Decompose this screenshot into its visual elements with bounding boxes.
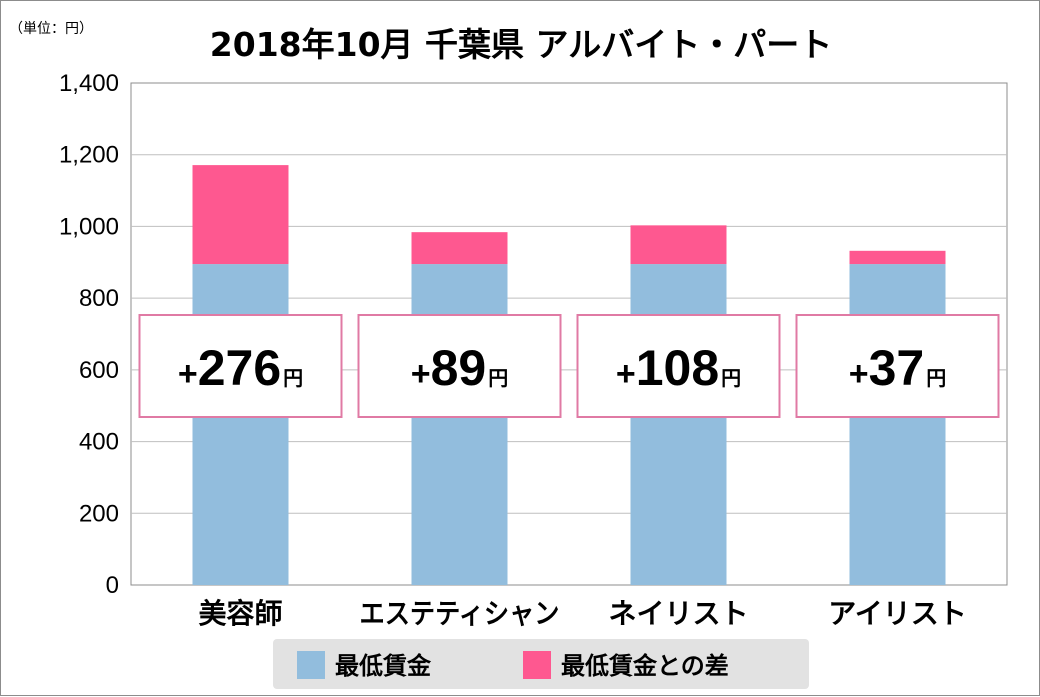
callout-difference: +276 円 bbox=[138, 314, 343, 418]
unit-label: （単位：円） bbox=[9, 21, 93, 37]
chart-title: 2018年10月 千葉県 アルバイト・パート bbox=[210, 25, 832, 64]
callout-value: 89 bbox=[431, 340, 487, 396]
legend: 最低賃金 最低賃金との差 bbox=[273, 639, 809, 689]
callout-difference: +37 円 bbox=[795, 314, 1000, 418]
y-axis-ticks: 0 200 400 600 800 1,000 1,200 1,400 bbox=[59, 70, 119, 599]
legend-label-min-wage: 最低賃金 bbox=[335, 652, 432, 680]
x-category-label: アイリスト bbox=[828, 597, 967, 630]
x-category-label: エステティシャン bbox=[360, 597, 560, 630]
callout-unit: 円 bbox=[721, 366, 741, 390]
bar-min-wage bbox=[630, 264, 727, 585]
y-tick-label: 1,200 bbox=[59, 142, 119, 169]
callout-value: 108 bbox=[636, 340, 719, 396]
y-tick-label: 800 bbox=[79, 285, 119, 312]
callout-box bbox=[576, 314, 781, 418]
callout-box bbox=[138, 314, 343, 418]
bar-difference bbox=[849, 250, 946, 265]
legend-label-difference: 最低賃金との差 bbox=[561, 652, 729, 680]
x-category-label: ネイリスト bbox=[608, 597, 748, 630]
callout-sign: + bbox=[411, 355, 431, 393]
callout-value: 37 bbox=[869, 340, 925, 396]
x-category-label: 美容師 bbox=[198, 597, 282, 630]
callout-difference: +108 円 bbox=[576, 314, 781, 418]
bar-difference bbox=[411, 232, 508, 265]
legend-swatch-min-wage bbox=[297, 651, 325, 679]
bar-min-wage bbox=[849, 264, 946, 585]
callout-value: 276 bbox=[198, 340, 281, 396]
callout-unit: 円 bbox=[926, 366, 946, 390]
callout-difference: +89 円 bbox=[357, 314, 562, 418]
callout-sign: + bbox=[616, 355, 636, 393]
y-tick-label: 1,000 bbox=[59, 213, 119, 240]
callout-box bbox=[357, 314, 562, 418]
y-tick-label: 1,400 bbox=[59, 70, 119, 97]
y-tick-label: 200 bbox=[79, 500, 119, 527]
y-tick-label: 600 bbox=[79, 357, 119, 384]
callout-box bbox=[795, 314, 1000, 418]
bar-min-wage bbox=[411, 264, 508, 585]
callout-label: +89 円 bbox=[411, 340, 508, 396]
callout-unit: 円 bbox=[488, 366, 508, 390]
y-tick-label: 0 bbox=[106, 572, 119, 599]
callout-unit: 円 bbox=[283, 366, 303, 390]
callout-label: +108 円 bbox=[616, 340, 741, 396]
callout-label: +276 円 bbox=[178, 340, 303, 396]
bar-min-wage bbox=[192, 264, 289, 585]
bar-difference bbox=[630, 225, 727, 265]
bar-difference bbox=[192, 165, 289, 265]
callout-sign: + bbox=[178, 355, 198, 393]
legend-swatch-difference bbox=[523, 651, 551, 679]
callout-label: +37 円 bbox=[849, 340, 946, 396]
callout-sign: + bbox=[849, 355, 869, 393]
y-tick-label: 400 bbox=[79, 429, 119, 456]
callouts: +276 円 +89 円 +108 円 +37 円 bbox=[138, 314, 1000, 418]
x-axis-categories: 美容師 エステティシャン ネイリスト アイリスト bbox=[198, 597, 966, 630]
